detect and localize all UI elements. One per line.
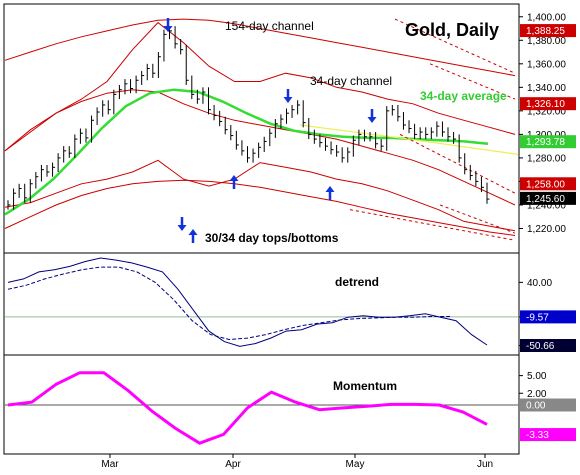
tag-last-price-text: 1,245.60 — [526, 194, 565, 205]
momentum-panel-frame — [3, 354, 520, 455]
tag-momentum-zero: 0.00 — [520, 398, 576, 412]
momentum-tick-label: 5.00 — [527, 371, 547, 382]
tag-154-upper-text: 1,388.25 — [526, 26, 565, 37]
x-label-mar: Mar — [101, 459, 119, 470]
tag-momentum-value: -3.33 — [520, 428, 576, 442]
tag-154-upper: 1,388.25 — [520, 24, 576, 38]
tag-channel-lower: 1,258.00 — [520, 177, 576, 191]
bottom-arrow-apr-late — [325, 186, 335, 200]
tag-34-average: 1,293.78 — [520, 135, 576, 149]
tag-momentum-value-text: -3.33 — [526, 430, 549, 441]
channel-154-lower-line — [4, 179, 516, 236]
tag-34-average-text: 1,293.78 — [526, 137, 565, 148]
price-tick-label: 1,320.00 — [527, 106, 566, 117]
tag-last-price: 1,245.60 — [520, 191, 576, 205]
top-arrow-may — [367, 109, 377, 123]
detrend-tick-label: 40.00 — [527, 278, 552, 289]
tag-34-upper: 1,326.10 — [520, 97, 576, 111]
channel-projection-0 — [394, 18, 516, 74]
series-layer — [4, 18, 519, 445]
detrend-line — [7, 257, 488, 347]
momentum-line — [7, 371, 488, 445]
arrow-layer — [163, 18, 377, 243]
top-arrow-apr — [283, 89, 293, 103]
trendline-line — [299, 124, 519, 155]
legend-up-arrow — [188, 229, 198, 243]
annotation-detrend: detrend — [335, 275, 379, 289]
bottom-arrow-apr — [229, 175, 239, 189]
annotation-tops-bottoms: 30/34 day tops/bottoms — [205, 231, 339, 245]
annotation-34-day-average: 34-day average — [420, 89, 507, 103]
tag-34-upper-text: 1,326.10 — [526, 99, 565, 110]
legend-down-arrow — [177, 217, 187, 231]
x-label-apr: Apr — [225, 459, 241, 470]
annotation-momentum: Momentum — [333, 379, 397, 393]
price-tick-label: 1,280.00 — [527, 153, 566, 164]
price-tick-label: 1,360.00 — [527, 59, 566, 70]
x-label-jun: Jun — [477, 459, 493, 470]
tag-detrend-low-text: -50.66 — [526, 341, 555, 352]
tag-momentum-zero-text: 0.00 — [526, 401, 546, 412]
channel-154-upper-line — [4, 18, 516, 77]
annotation-34-day-channel: 34-day channel — [310, 74, 392, 88]
price-tick-label: 1,220.00 — [527, 224, 566, 235]
tag-detrend-low: -50.66 — [520, 338, 576, 352]
momentum-tick-label: 2.00 — [527, 389, 547, 400]
tag-detrend-value-text: -9.57 — [526, 312, 549, 323]
price-tick-label: 1,340.00 — [527, 83, 566, 94]
channel-projection-3 — [349, 209, 516, 241]
channel-34-upper-line — [4, 21, 516, 152]
price-tick-label: 1,240.00 — [527, 200, 566, 211]
tag-channel-lower-text: 1,258.00 — [526, 179, 565, 190]
annotation-154-day-channel: 154-day channel — [225, 19, 314, 33]
top-arrow-mar — [163, 18, 173, 32]
detrend-average-line — [7, 266, 450, 341]
channel-154-mid-line — [4, 89, 516, 206]
price-tick-label: 1,380.00 — [527, 36, 566, 47]
tag-detrend-value: -9.57 — [520, 310, 576, 324]
chart-title: Gold, Daily — [405, 20, 499, 40]
channel-projection-4 — [439, 204, 516, 234]
price-tick-label: 1,400.00 — [527, 12, 566, 23]
x-label-may: May — [346, 459, 365, 470]
value-tag-layer: 1,388.25 1,326.10 1,293.78 1,258.00 1,245.60… — [520, 24, 576, 442]
channel-34-lower-line — [4, 159, 516, 232]
